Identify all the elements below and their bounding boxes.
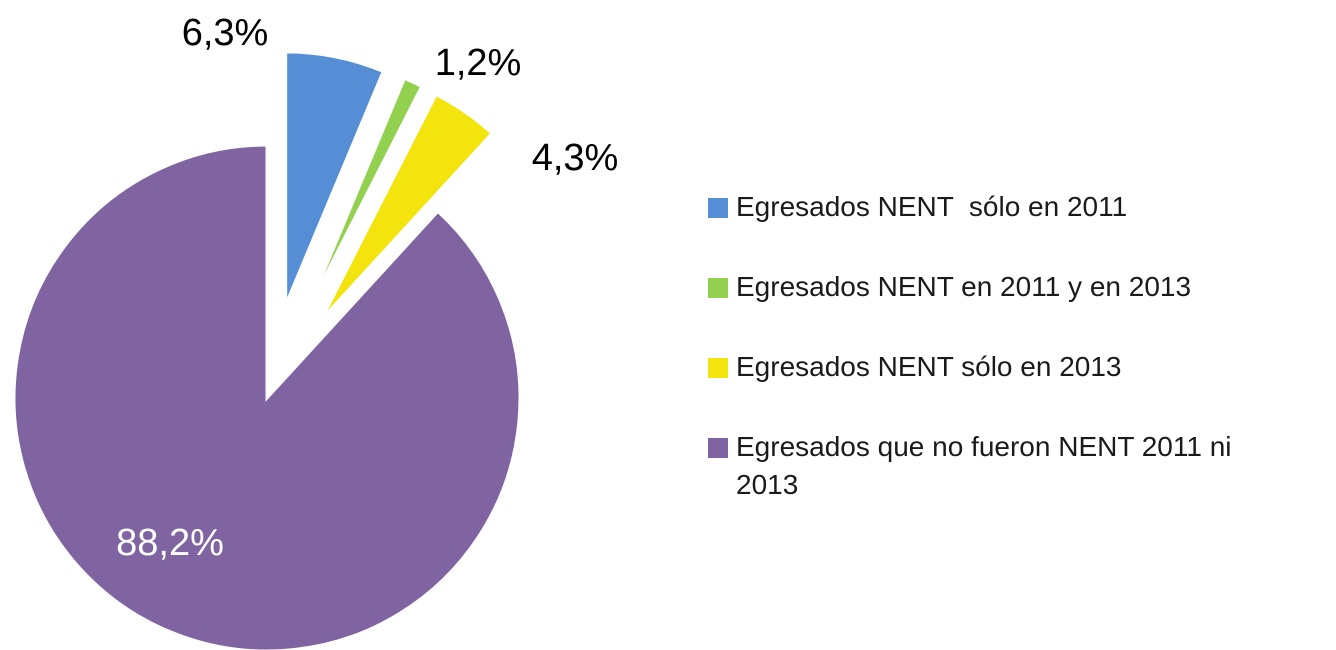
legend-swatch: [708, 198, 728, 218]
legend-item: Egresados NENT sólo en 2013: [708, 348, 1328, 386]
legend-swatch: [708, 358, 728, 378]
pie-slice: [305, 76, 424, 313]
data-label: 88,2%: [116, 522, 224, 564]
pie-slice: [12, 143, 522, 650]
legend-label: Egresados que no fueron NENT 2011 ni 201…: [736, 431, 1240, 500]
legend-item: Egresados que no fueron NENT 2011 ni 201…: [708, 428, 1328, 504]
pie-slice: [284, 50, 386, 306]
data-label: 6,3%: [182, 12, 269, 54]
legend-label: Egresados NENT sólo en 2013: [736, 351, 1122, 382]
legend-swatch: [708, 278, 728, 298]
data-label: 1,2%: [435, 42, 522, 84]
legend-swatch: [708, 438, 728, 458]
legend-item: Egresados NENT sólo en 2011: [708, 188, 1328, 226]
pie-slice: [319, 92, 495, 321]
legend-label: Egresados NENT sólo en 2011: [736, 191, 1128, 222]
legend-label: Egresados NENT en 2011 y en 2013: [736, 271, 1192, 302]
data-label: 4,3%: [532, 137, 619, 179]
pie-area: 6,3% 1,2% 4,3% 88,2%: [12, 12, 619, 650]
legend: Egresados NENT sólo en 2011 Egresados NEN…: [708, 188, 1328, 546]
legend-item: Egresados NENT en 2011 y en 2013: [708, 268, 1328, 306]
